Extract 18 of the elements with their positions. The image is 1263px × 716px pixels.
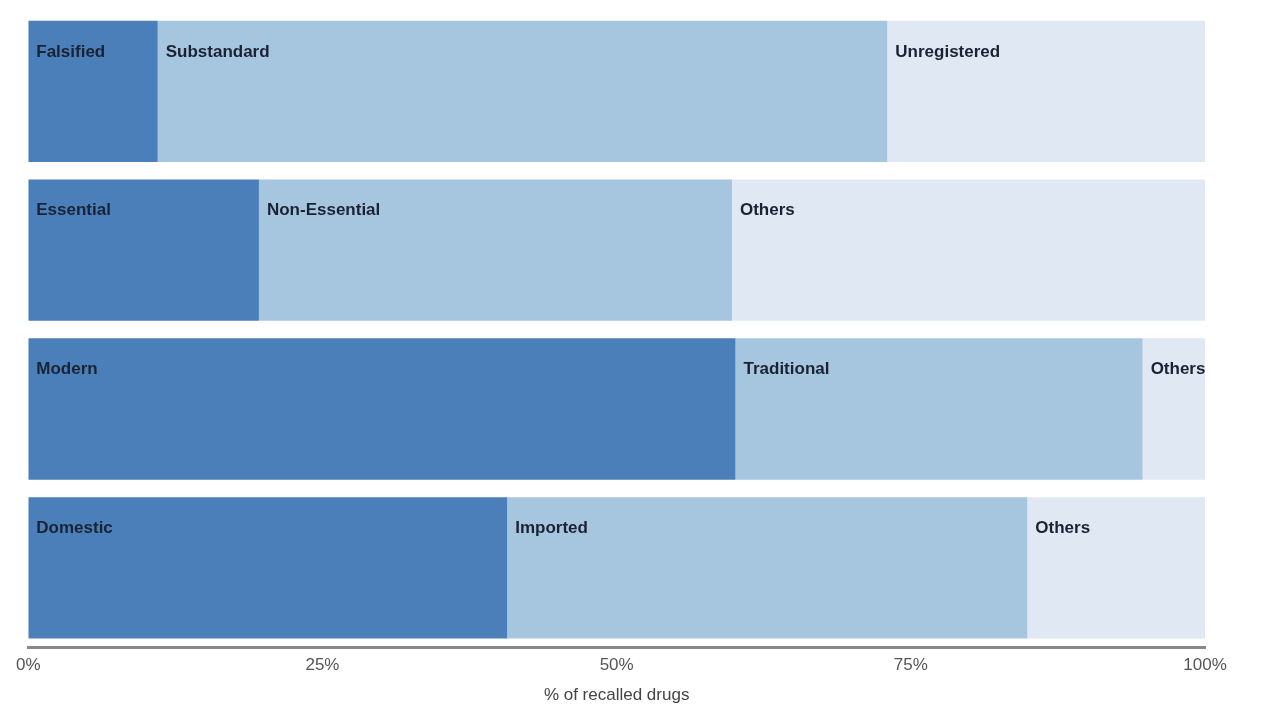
data-label: Substandard xyxy=(165,41,270,61)
data-label: Modern xyxy=(36,359,98,379)
x-tick-label: 25% xyxy=(305,655,340,675)
x-axis-title: % of recalled drugs xyxy=(543,685,690,705)
x-tick-label: 75% xyxy=(893,655,928,675)
x-tick-label: 100% xyxy=(1183,655,1227,675)
data-label: Others xyxy=(1150,359,1206,379)
x-tick-label: 50% xyxy=(599,655,634,675)
data-label: Others xyxy=(739,200,795,220)
x-tick-label: 0% xyxy=(16,655,41,675)
data-label: Essential xyxy=(36,200,111,220)
data-label: Traditional xyxy=(743,359,830,379)
data-label: Falsified xyxy=(36,41,106,61)
data-label: Others xyxy=(1035,517,1091,537)
data-label: Imported xyxy=(515,517,588,537)
data-label: Non-Essential xyxy=(266,200,381,220)
data-label: Domestic xyxy=(36,517,113,537)
data-label: Unregistered xyxy=(895,41,1001,61)
